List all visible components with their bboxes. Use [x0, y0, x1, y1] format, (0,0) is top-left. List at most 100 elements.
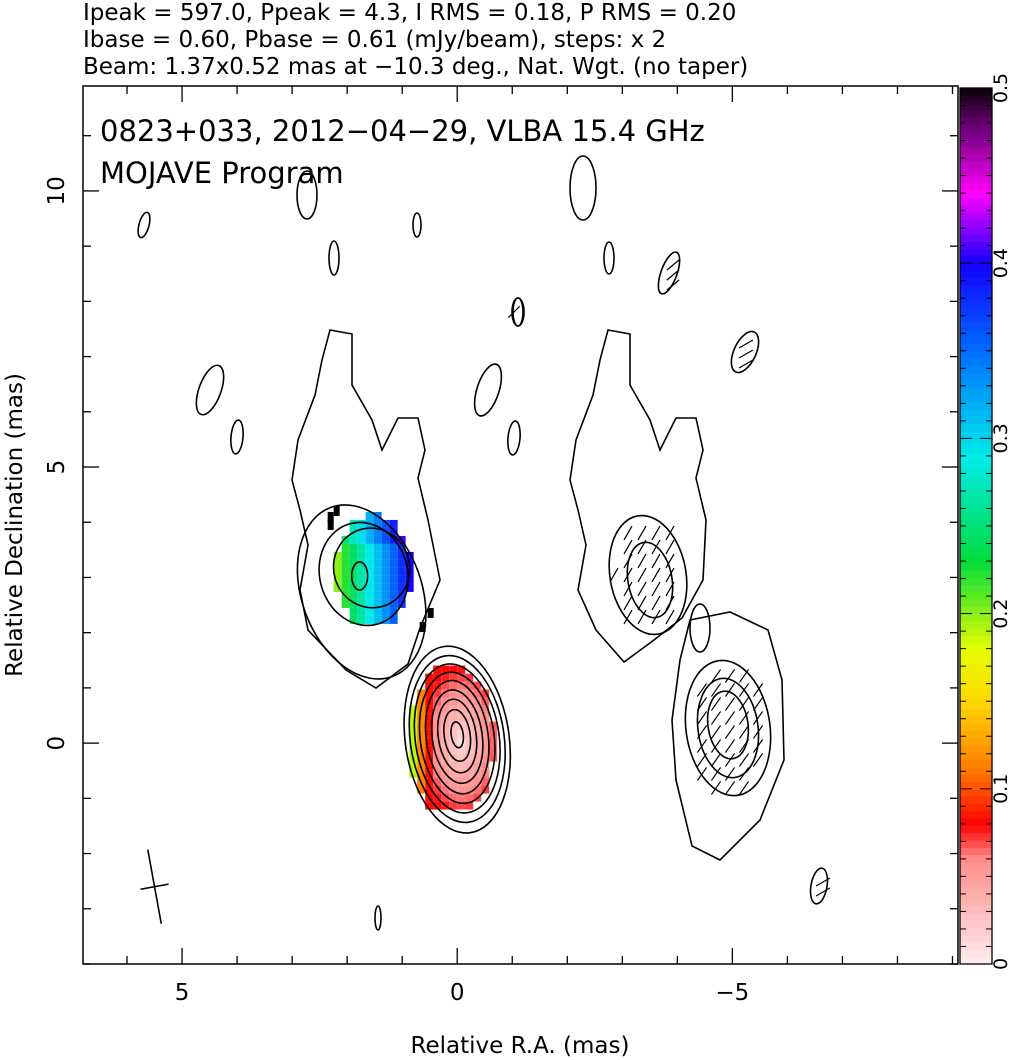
colorbar-cell — [960, 796, 992, 804]
colorbar-cell — [960, 226, 992, 235]
core-contour-9 — [450, 721, 465, 749]
colorbar-cell — [960, 387, 992, 396]
jet-pol-pixel — [389, 551, 398, 560]
core-pol-pixel — [433, 689, 442, 698]
core-pol-pixel — [425, 713, 434, 722]
core-pol-pixel — [473, 681, 482, 690]
colorbar-cell — [960, 927, 992, 936]
jet-pol-pixel — [397, 551, 406, 560]
evpa-tick — [637, 609, 647, 625]
core-pol-pixel — [473, 785, 482, 794]
jet-pol-pixel — [365, 575, 374, 584]
jet-pol-pixel — [333, 583, 342, 592]
core-pol-pixel — [441, 753, 450, 762]
colorbar-cell — [960, 139, 992, 147]
colorbar-cell — [960, 88, 992, 96]
jet-pol-pixel — [357, 607, 366, 616]
core-pol-pixel — [481, 753, 490, 762]
jet-pol-pixel — [349, 567, 358, 576]
jet-pol-pixel — [389, 543, 398, 552]
core-pol-pixel — [433, 801, 442, 810]
evpa-tick — [507, 305, 521, 319]
colorbar-cell — [960, 350, 992, 359]
core-pol-pixel — [473, 705, 482, 714]
core-pol-pixel — [449, 729, 458, 738]
evpa-tick — [665, 539, 675, 555]
jet-pol-pixel — [397, 559, 406, 568]
colorbar-cell — [960, 781, 992, 790]
noise-contour — [230, 419, 244, 455]
core-pol-pixel — [457, 665, 466, 674]
jet-pol-pixel — [373, 575, 382, 584]
core-pol-pixel — [465, 729, 474, 738]
jet-pol-pixel — [381, 607, 390, 616]
colorbar-cell — [960, 124, 992, 133]
core-pol-pixel — [417, 785, 426, 794]
evpa-tick — [696, 711, 708, 725]
header-line-1: Ipeak = 597.0, Ppeak = 4.3, I RMS = 0.18… — [83, 0, 736, 26]
jet-pol-pixel — [365, 543, 374, 552]
core-pol-pixel — [441, 777, 450, 786]
jet-pol-pixel — [397, 543, 406, 552]
core-contour-6 — [430, 689, 484, 785]
pol-jet-outer-contour — [569, 329, 707, 664]
colorbar: 0 0.1 0.2 0.3 0.4 0.5 — [959, 73, 1012, 970]
jet-pol-pixel — [373, 527, 382, 536]
header-line-2: Ibase = 0.60, Pbase = 0.61 (mJy/beam), s… — [83, 27, 666, 53]
core-pol-pixel — [457, 801, 466, 810]
jet-pol-pixel — [405, 583, 414, 592]
colorbar-cell — [960, 234, 992, 242]
core-pol-pixel — [465, 721, 474, 730]
x-tick-label: 0 — [450, 980, 465, 1006]
core-pol-pixel — [409, 729, 418, 738]
colorbar-cell — [960, 482, 992, 491]
evpa-tick — [651, 595, 661, 611]
colorbar-cell — [960, 547, 992, 556]
core-pol-pixel — [457, 689, 466, 698]
jet-pol-pixel — [349, 583, 358, 592]
colorbar-cell — [960, 182, 992, 191]
core-pol-pixel — [449, 745, 458, 754]
jet-pol-pixel — [365, 591, 374, 600]
core-pol-pixel — [425, 737, 434, 746]
core-pol-pixel — [481, 745, 490, 754]
evpa-tick — [696, 725, 708, 739]
evpa-tick — [623, 609, 633, 625]
colorbar-cell — [960, 401, 992, 410]
core-pol-pixel — [409, 713, 418, 722]
colorbar-cell — [960, 949, 992, 958]
core-pol-pixel — [425, 705, 434, 714]
jet-pol-pixel — [341, 535, 350, 544]
colorbar-cell — [960, 526, 992, 534]
core-pol-pixel — [441, 721, 450, 730]
evpa-tick — [738, 739, 750, 753]
evpa-tick — [666, 269, 680, 281]
jet-pol-pixel — [373, 583, 382, 592]
evpa-tick — [623, 567, 633, 583]
colorbar-cell — [960, 562, 992, 571]
core-pol-pixel — [465, 689, 474, 698]
core-contour-5 — [424, 679, 490, 795]
core-pol-pixel — [433, 665, 442, 674]
core-pol-pixel — [409, 761, 418, 770]
core-pol-pixel — [417, 753, 426, 762]
evpa-tick — [665, 525, 675, 541]
y-tick-label: 5 — [44, 460, 70, 475]
colorbar-cell — [960, 891, 992, 899]
core-pol-pixel — [457, 745, 466, 754]
evpa-tick — [666, 259, 680, 271]
core-pol-pixel — [457, 737, 466, 746]
jet-pol-pixel — [389, 591, 398, 600]
evpa-tick — [752, 753, 764, 767]
colorbar-cell — [960, 788, 992, 797]
evpa-tick — [710, 683, 722, 697]
core-pol-pixel — [433, 713, 442, 722]
core-pol-pixel — [425, 729, 434, 738]
jet-pol-pixel — [357, 567, 366, 576]
colorbar-cell — [960, 109, 992, 118]
jet-pol-pixel — [365, 535, 374, 544]
core-pol-pixel — [481, 761, 490, 770]
evpa-tick — [738, 339, 754, 349]
colorbar-cell — [960, 358, 992, 366]
